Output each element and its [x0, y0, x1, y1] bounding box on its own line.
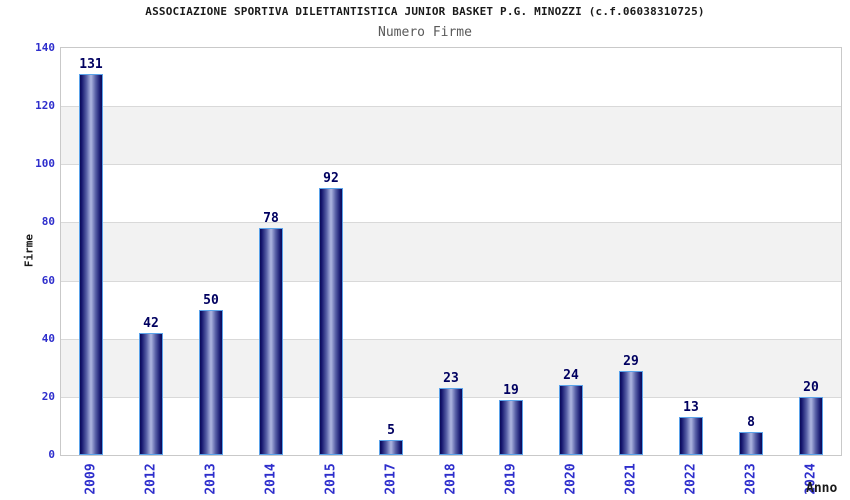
- background-band: [61, 222, 841, 281]
- y-tick-label: 80: [41, 215, 55, 229]
- y-tick-label: 140: [35, 41, 55, 54]
- bar-value-label: 24: [563, 368, 579, 383]
- bar-value-label: 42: [143, 316, 159, 331]
- y-tick-label: 0: [48, 448, 55, 461]
- y-tick-label: 100: [35, 157, 55, 171]
- bar: [199, 310, 223, 455]
- y-tick-label: 60: [41, 273, 55, 287]
- bar: [79, 74, 103, 455]
- y-tick-label: 20: [41, 389, 55, 403]
- chart-title: ASSOCIAZIONE SPORTIVA DILETTANTISTICA JU…: [145, 5, 705, 18]
- gridline: [61, 280, 841, 282]
- bar: [499, 400, 523, 455]
- x-tick-label: 2009: [83, 463, 99, 495]
- bar-value-label: 8: [747, 415, 755, 430]
- bar-value-label: 13: [683, 400, 699, 415]
- background-band: [61, 338, 841, 397]
- y-axis-label: Firme: [22, 233, 36, 268]
- bar: [559, 385, 583, 455]
- bar-value-label: 78: [263, 211, 279, 226]
- x-tick-label: 2020: [563, 463, 579, 495]
- gridline: [61, 164, 841, 166]
- bar-value-label: 131: [79, 57, 103, 72]
- background-band: [61, 280, 841, 339]
- gridline: [61, 222, 841, 224]
- bar: [259, 228, 283, 455]
- bar: [619, 371, 643, 455]
- bar: [139, 333, 163, 455]
- bar-value-label: 23: [443, 371, 459, 386]
- background-band: [61, 48, 841, 107]
- bar: [799, 397, 823, 455]
- x-tick-label: 2013: [203, 463, 219, 495]
- x-tick-label: 2015: [323, 463, 339, 495]
- x-tick-label: 2022: [683, 463, 699, 495]
- x-tick-label: 2012: [143, 463, 159, 495]
- bar-value-label: 20: [803, 380, 819, 395]
- bar: [379, 440, 403, 455]
- bar: [319, 188, 343, 455]
- bar: [439, 388, 463, 455]
- bar-value-label: 92: [323, 171, 339, 186]
- gridline: [61, 106, 841, 108]
- bar-value-label: 19: [503, 383, 519, 398]
- x-tick-label: 2021: [623, 463, 639, 495]
- background-band: [61, 164, 841, 223]
- bar-value-label: 29: [623, 354, 639, 369]
- bar-value-label: 5: [387, 423, 395, 438]
- x-tick-label: 2023: [743, 463, 759, 495]
- bar-value-label: 50: [203, 293, 219, 308]
- x-tick-label: 2019: [503, 463, 519, 495]
- bar: [739, 432, 763, 455]
- x-tick-label: 2014: [263, 463, 279, 495]
- bar: [679, 417, 703, 455]
- y-tick-label: 120: [35, 99, 55, 113]
- gridline: [61, 338, 841, 340]
- x-tick-label: 2018: [443, 463, 459, 495]
- x-axis-label: Anno: [806, 481, 838, 496]
- x-tick-label: 2017: [383, 463, 399, 495]
- y-tick-label: 40: [41, 331, 55, 345]
- background-band: [61, 106, 841, 165]
- chart-subtitle: Numero Firme: [378, 25, 472, 40]
- plot-area: 131 42 50 78 92 5 23 19 24 29 13 8 20: [60, 47, 842, 456]
